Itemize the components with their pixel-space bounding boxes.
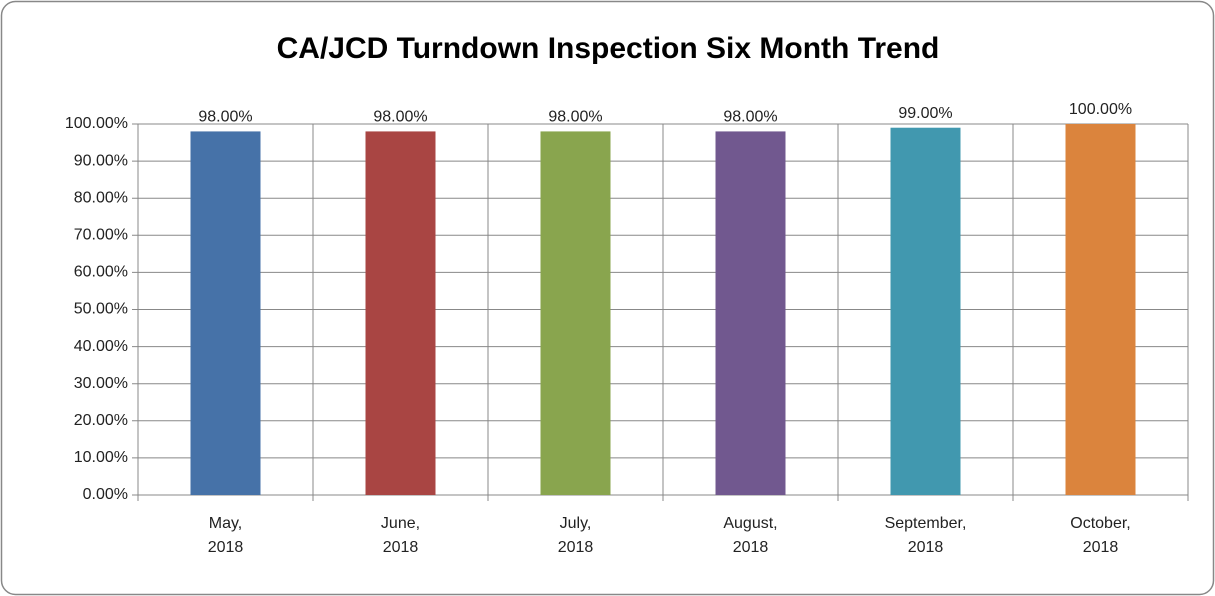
y-tick-label: 50.00% <box>74 301 128 318</box>
bar <box>890 127 961 496</box>
data-label: 99.00% <box>898 105 952 122</box>
y-tick-label: 90.00% <box>74 152 128 169</box>
data-label: 98.00% <box>723 109 777 126</box>
y-tick-label: 80.00% <box>74 189 128 206</box>
data-label: 98.00% <box>373 109 427 126</box>
y-tick-label: 40.00% <box>74 338 128 355</box>
x-tick-label: June, 2018 <box>381 515 420 556</box>
x-tick-label: May, 2018 <box>208 515 244 556</box>
bar <box>190 131 261 496</box>
x-tick-label: September, 2018 <box>885 515 967 556</box>
y-tick-label: 20.00% <box>74 412 128 429</box>
bar <box>540 131 611 496</box>
bar <box>1065 124 1136 495</box>
x-tick-label: October, 2018 <box>1070 515 1130 556</box>
data-label: 98.00% <box>198 109 252 126</box>
y-tick-label: 0.00% <box>83 486 128 503</box>
y-tick-label: 30.00% <box>74 375 128 392</box>
chart-title: CA/JCD Turndown Inspection Six Month Tre… <box>277 32 940 65</box>
y-tick-label: 60.00% <box>74 264 128 281</box>
y-tick-label: 100.00% <box>65 115 128 132</box>
y-tick-label: 70.00% <box>74 227 128 244</box>
y-tick-label: 10.00% <box>74 449 128 466</box>
bar <box>715 131 786 496</box>
x-tick-label: July, 2018 <box>558 515 594 556</box>
x-tick-label: August, 2018 <box>723 515 777 556</box>
data-label: 98.00% <box>548 109 602 126</box>
bar <box>365 131 436 496</box>
data-label: 100.00% <box>1069 101 1132 118</box>
